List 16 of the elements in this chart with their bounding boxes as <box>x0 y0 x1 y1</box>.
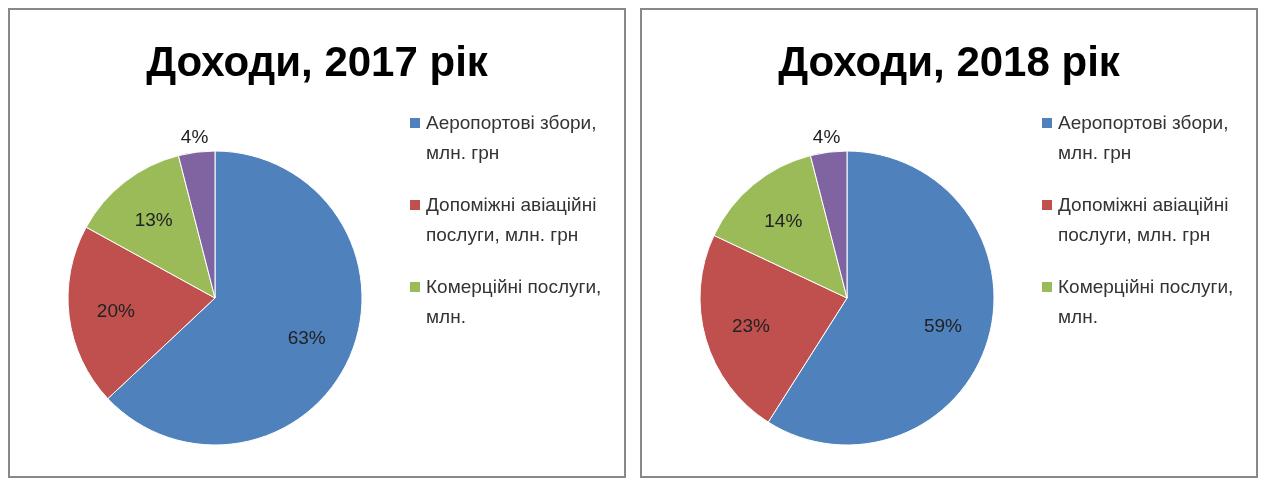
data-label: 63% <box>287 327 326 349</box>
legend-label: Допоміжні авіаційні послуги, млн. грн <box>1058 193 1230 247</box>
legend-label: Комерційні послуги, млн. <box>426 275 603 329</box>
data-label: 23% <box>731 315 771 337</box>
data-label: 13% <box>134 208 173 230</box>
legend-label: Допоміжні авіаційні послуги, млн. грн <box>426 193 598 247</box>
legend-label: Комерційні послуги, млн. <box>1058 275 1235 329</box>
chart-title: Доходи, 2017 рік <box>145 38 489 87</box>
data-label: 59% <box>923 315 963 337</box>
chart-title: Доходи, 2018 рік <box>777 38 1121 87</box>
data-label: 4% <box>180 125 209 147</box>
data-label: 14% <box>764 210 803 232</box>
legend-label: Аеропортові збори, млн. грн <box>426 111 598 165</box>
legend-label: Аеропортові збори, млн. грн <box>1058 111 1230 165</box>
data-label: 20% <box>96 300 135 322</box>
data-label: 4% <box>812 125 841 147</box>
